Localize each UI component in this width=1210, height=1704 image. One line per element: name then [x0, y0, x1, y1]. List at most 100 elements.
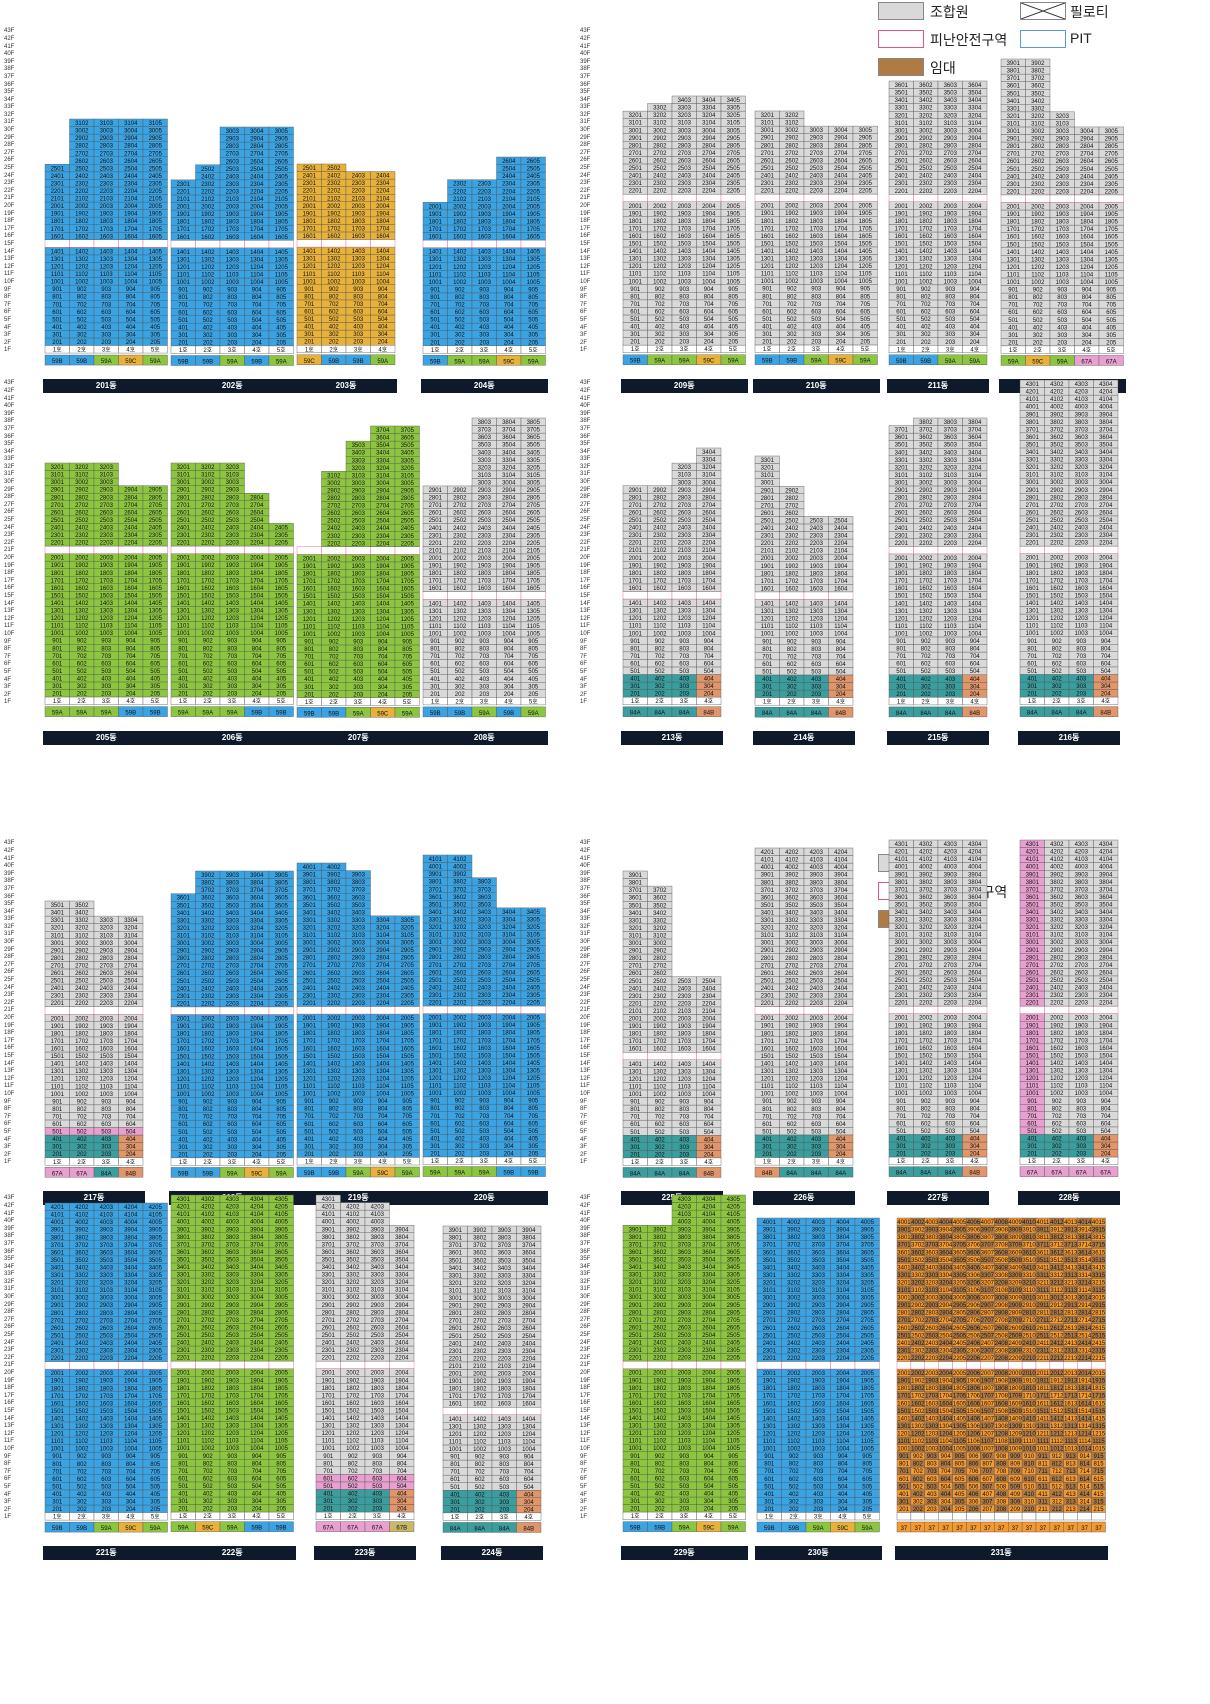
unit-cell: 2403	[671, 171, 697, 180]
unit-cell: 2202	[1025, 186, 1051, 195]
unit-number: 1201	[895, 264, 909, 270]
unit-cell: 1405	[268, 247, 294, 255]
unit-number: 701	[630, 302, 641, 308]
unit-number: 905	[1106, 287, 1117, 293]
unit-cell: 2805	[852, 141, 878, 150]
unit-cell: 2503	[219, 164, 245, 172]
unit-number: 2403	[352, 174, 366, 180]
unit-cell: 1203	[345, 262, 371, 270]
unit-number: 3202	[785, 113, 799, 119]
unit-number: 2801	[629, 144, 643, 150]
unit-cell: 2703	[93, 148, 119, 157]
unit-cell: 2203	[937, 538, 963, 547]
unit-cell: 2504	[496, 516, 522, 524]
unit-number: 1104	[968, 272, 982, 278]
unit-cell: 603	[93, 307, 119, 316]
unit-number: 2001	[51, 556, 65, 562]
unit-number: 3303	[944, 106, 958, 112]
floor-axis-label: 22F	[4, 999, 15, 1006]
unit-number: 2003	[352, 556, 366, 562]
unit-cell: 2303	[471, 179, 497, 187]
unit-number: 2604	[124, 159, 138, 165]
unit-number: 1704	[250, 227, 264, 233]
unit-cell: 1601	[754, 583, 780, 592]
unit-cell	[118, 239, 144, 248]
unit-number: 1403	[810, 601, 824, 607]
unit-cell: 2001	[422, 201, 448, 210]
unit-cell: 1802	[779, 568, 805, 577]
unit-cell: 1004	[370, 629, 396, 638]
unit-cell: 401	[888, 674, 914, 683]
line-number-label: 4호	[836, 698, 845, 705]
floor-axis-label: 36F	[580, 81, 591, 88]
unit-number: 1703	[478, 227, 492, 233]
floor-axis-label: 10F	[580, 278, 591, 285]
unit-cell: 2401	[754, 171, 780, 180]
unit-number: 302	[455, 684, 466, 690]
unit-number: 1001	[303, 280, 317, 286]
unit-cell: 204	[370, 337, 396, 346]
unit-cell: 903	[219, 284, 245, 293]
unit-cell: 1201	[622, 614, 648, 622]
unit-cell: 2005	[852, 201, 878, 210]
unit-number: 305	[276, 332, 287, 338]
unit-cell: 703	[1049, 299, 1075, 308]
unit-cell: 2001	[44, 553, 70, 562]
unit-number: 2705	[859, 151, 873, 157]
unit-cell: 2904	[370, 485, 396, 494]
unit-number: 2004	[124, 556, 138, 562]
floor-axis-label: 22F	[580, 539, 591, 546]
unit-number: 2803	[100, 496, 114, 502]
unit-cell: 1203	[219, 614, 245, 622]
unit-number: 3302	[653, 106, 667, 112]
unit-number: 1204	[702, 616, 716, 622]
unit-number: 4201	[1026, 390, 1040, 396]
line-number-label: 3호	[480, 346, 489, 353]
unit-number: 802	[655, 647, 666, 653]
unit-number: 2204	[376, 541, 390, 547]
unit-number: 1102	[785, 272, 799, 278]
unit-number: 2503	[478, 518, 492, 524]
floor-axis-label: 23F	[580, 1347, 591, 1354]
unit-number: 1704	[702, 579, 716, 585]
unit-cell: 603	[219, 307, 245, 316]
unit-cell: 202	[1044, 689, 1070, 698]
unit-cell: 202	[69, 689, 95, 698]
unit-cell: 2805	[142, 493, 168, 502]
line-number-label: 5호	[277, 347, 286, 354]
building-stack: 2013014015016017018019011001110112011301…	[888, 80, 988, 366]
unit-cell: 502	[321, 315, 347, 323]
unit-cell: 1703	[937, 224, 963, 233]
unit-number: 901	[762, 639, 773, 645]
unit-cell: 703	[471, 299, 497, 308]
unit-number: 202	[77, 692, 88, 698]
unit-cell: 2505	[720, 164, 746, 172]
unit-cell: 503	[1049, 315, 1075, 323]
floor-axis-label: 42F	[580, 387, 591, 394]
unit-number: 1204	[250, 264, 264, 270]
unit-number: 3802	[919, 420, 933, 426]
unit-cell: 1602	[913, 583, 939, 592]
unit-number: 1701	[1007, 227, 1021, 233]
unit-cell: 903	[471, 636, 497, 645]
unit-type-label: 59A	[528, 711, 539, 717]
unit-cell: 3504	[496, 440, 522, 449]
unit-cell: 1802	[647, 568, 673, 577]
unit-number: 2802	[453, 496, 467, 502]
unit-type-label: 59A	[276, 359, 287, 365]
unit-cell: 1903	[93, 209, 119, 218]
unit-number: 1401	[895, 249, 909, 255]
unit-number: 1402	[75, 601, 89, 607]
floor-axis-label: 3F	[580, 332, 588, 339]
unit-number: 2601	[51, 511, 65, 517]
unit-cell: 402	[913, 322, 939, 331]
unit-cell: 203	[1068, 689, 1094, 698]
unit-number: 2605	[275, 159, 289, 165]
unit-number: 2701	[761, 503, 775, 509]
unit-number: 704	[836, 654, 847, 660]
unit-cell: 303	[671, 330, 697, 338]
unit-number: 901	[896, 639, 907, 645]
unit-number: 403	[479, 325, 490, 331]
unit-cell: 1505	[852, 239, 878, 248]
unit-number: 1901	[1007, 212, 1021, 218]
